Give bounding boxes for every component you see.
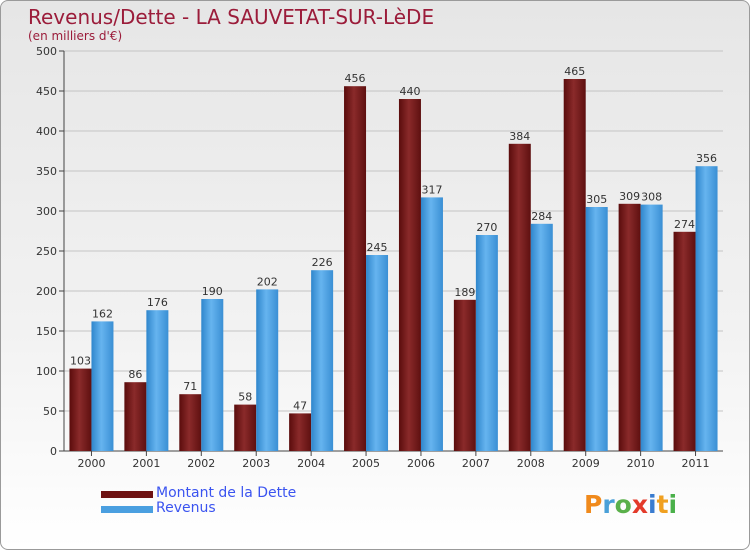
- logo-letter: r: [602, 490, 615, 519]
- logo-letter: x: [631, 490, 648, 519]
- bar-revenue: [201, 299, 224, 451]
- data-label-revenue: 176: [147, 296, 168, 309]
- data-label-revenue: 190: [202, 285, 223, 298]
- data-label-revenue: 308: [641, 191, 662, 204]
- y-tick-label: 250: [36, 245, 57, 258]
- bar-debt: [234, 404, 257, 451]
- data-label-debt: 274: [674, 218, 695, 231]
- data-label-revenue: 317: [421, 183, 442, 196]
- bar-debt: [453, 299, 476, 451]
- logo-letter: o: [614, 490, 632, 519]
- data-label-revenue: 202: [257, 275, 278, 288]
- y-tick-label: 300: [36, 205, 57, 218]
- legend-label-revenue: Revenus: [156, 500, 216, 516]
- data-label-revenue: 356: [696, 152, 717, 165]
- x-tick-label: 2002: [187, 457, 215, 470]
- x-tick-label: 2008: [517, 457, 545, 470]
- bar-revenue: [420, 197, 443, 451]
- legend-swatch-debt: [101, 491, 153, 498]
- bar-revenue: [311, 270, 334, 451]
- logo-letter: P: [584, 490, 603, 519]
- logo-letter: t: [656, 490, 669, 519]
- x-tick-label: 2009: [572, 457, 600, 470]
- y-tick-label: 400: [36, 125, 57, 138]
- y-tick-label: 50: [43, 405, 57, 418]
- data-label-debt: 71: [183, 380, 197, 393]
- bar-revenue: [640, 204, 663, 451]
- x-tick-label: 2010: [627, 457, 655, 470]
- data-label-revenue: 270: [476, 221, 497, 234]
- x-tick-label: 2005: [352, 457, 380, 470]
- data-label-debt: 189: [454, 286, 475, 299]
- x-tick-label: 2006: [407, 457, 435, 470]
- x-tick-label: 2011: [682, 457, 710, 470]
- data-label-revenue: 226: [312, 256, 333, 269]
- y-tick-label: 350: [36, 165, 57, 178]
- bar-revenue: [91, 321, 114, 451]
- data-label-debt: 58: [238, 391, 252, 404]
- bar-revenue: [366, 255, 389, 451]
- y-tick-label: 450: [36, 85, 57, 98]
- y-tick-label: 200: [36, 285, 57, 298]
- bar-debt: [69, 368, 92, 451]
- logo-letter: i: [648, 490, 657, 519]
- y-tick-label: 100: [36, 365, 57, 378]
- x-tick-label: 2001: [132, 457, 160, 470]
- bar-debt: [289, 413, 312, 451]
- data-label-debt: 103: [70, 355, 91, 368]
- data-label-debt: 47: [293, 399, 307, 412]
- proxiti-logo: Proxiti: [584, 490, 677, 519]
- x-tick-label: 2003: [242, 457, 270, 470]
- x-tick-label: 2000: [77, 457, 105, 470]
- bar-revenue: [695, 166, 718, 451]
- bar-revenue: [585, 207, 608, 451]
- data-label-debt: 384: [509, 130, 530, 143]
- bar-debt: [398, 99, 421, 451]
- bar-debt: [618, 203, 641, 451]
- data-label-revenue: 305: [586, 193, 607, 206]
- data-label-revenue: 284: [531, 210, 552, 223]
- chart-subtitle: (en milliers d'€): [28, 29, 123, 43]
- bar-revenue: [256, 289, 279, 451]
- x-tick-label: 2004: [297, 457, 325, 470]
- logo-letter: i: [668, 490, 678, 519]
- bar-debt: [344, 86, 367, 451]
- data-label-debt: 456: [345, 72, 366, 85]
- legend-label-debt: Montant de la Dette: [156, 485, 297, 501]
- y-tick-label: 0: [50, 445, 57, 458]
- data-label-debt: 309: [619, 190, 640, 203]
- bar-debt: [673, 231, 696, 451]
- bar-revenue: [475, 235, 498, 451]
- bar-revenue: [146, 310, 169, 451]
- bar-debt: [124, 382, 147, 451]
- data-label-debt: 86: [128, 368, 142, 381]
- x-tick-label: 2007: [462, 457, 490, 470]
- data-label-debt: 465: [564, 65, 585, 78]
- bar-debt: [508, 143, 531, 452]
- data-label-debt: 440: [399, 85, 420, 98]
- legend-swatch-revenue: [101, 506, 153, 513]
- bar-debt: [179, 394, 202, 451]
- y-tick-label: 150: [36, 325, 57, 338]
- data-label-revenue: 162: [92, 307, 113, 320]
- bar-debt: [563, 79, 586, 451]
- bar-revenue: [530, 223, 553, 451]
- y-tick-label: 500: [36, 45, 57, 58]
- data-label-revenue: 245: [367, 241, 388, 254]
- chart-title: Revenus/Dette - LA SAUVETAT-SUR-LèDE: [28, 5, 435, 29]
